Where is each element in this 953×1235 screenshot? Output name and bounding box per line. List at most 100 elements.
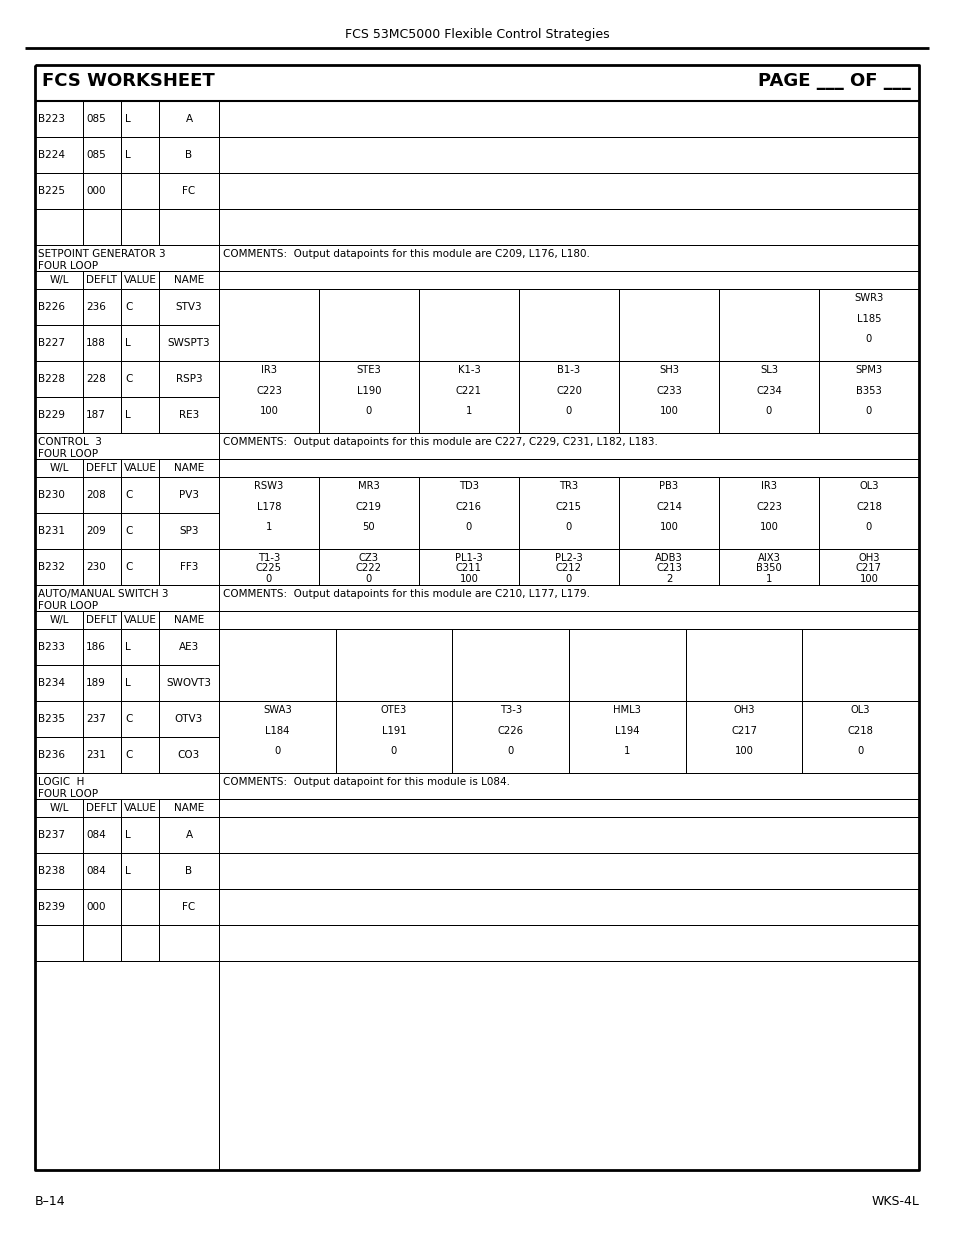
Text: FOUR LOOP: FOUR LOOP: [38, 601, 98, 611]
Text: B223: B223: [38, 114, 65, 124]
Text: FOUR LOOP: FOUR LOOP: [38, 789, 98, 799]
Text: 000: 000: [86, 902, 106, 911]
Text: 50: 50: [362, 522, 375, 532]
Text: DEFLT: DEFLT: [87, 275, 117, 285]
Text: 236: 236: [86, 303, 106, 312]
Text: NAME: NAME: [173, 803, 204, 813]
Text: B350: B350: [756, 563, 781, 573]
Text: C218: C218: [855, 501, 881, 511]
Text: CO3: CO3: [177, 750, 200, 760]
Text: L: L: [125, 338, 131, 348]
Text: L: L: [125, 114, 131, 124]
Text: 1: 1: [465, 406, 472, 416]
Text: B: B: [185, 866, 193, 876]
Text: L191: L191: [381, 726, 406, 736]
Text: B237: B237: [38, 830, 65, 840]
Text: NAME: NAME: [173, 275, 204, 285]
Text: 100: 100: [734, 746, 753, 756]
Text: SWR3: SWR3: [854, 293, 882, 303]
Text: A: A: [185, 830, 193, 840]
Text: B231: B231: [38, 526, 65, 536]
Text: 000: 000: [86, 186, 106, 196]
Text: K1-3: K1-3: [457, 366, 480, 375]
Text: RSP3: RSP3: [175, 374, 202, 384]
Text: LOGIC  H: LOGIC H: [38, 777, 84, 787]
Text: C217: C217: [855, 563, 882, 573]
Text: STV3: STV3: [175, 303, 202, 312]
Text: L: L: [125, 410, 131, 420]
Text: 0: 0: [465, 522, 472, 532]
Text: B236: B236: [38, 750, 65, 760]
Text: SPM3: SPM3: [855, 366, 882, 375]
Text: C: C: [125, 750, 132, 760]
Text: B353: B353: [855, 385, 881, 395]
Text: L190: L190: [356, 385, 381, 395]
Text: OTV3: OTV3: [174, 714, 203, 724]
Text: B230: B230: [38, 490, 65, 500]
Text: L: L: [125, 678, 131, 688]
Text: DEFLT: DEFLT: [87, 803, 117, 813]
Text: W/L: W/L: [50, 803, 69, 813]
Text: 100: 100: [459, 573, 478, 584]
Text: B235: B235: [38, 714, 65, 724]
Text: B233: B233: [38, 642, 65, 652]
Text: C217: C217: [730, 726, 757, 736]
Text: T3-3: T3-3: [499, 705, 521, 715]
Text: C225: C225: [255, 563, 282, 573]
Text: VALUE: VALUE: [124, 803, 156, 813]
Text: L194: L194: [615, 726, 639, 736]
Text: C215: C215: [556, 501, 581, 511]
Text: 1: 1: [623, 746, 630, 756]
Text: B229: B229: [38, 410, 65, 420]
Text: PL1-3: PL1-3: [455, 553, 482, 563]
Text: COMMENTS:  Output datapoints for this module are C210, L177, L179.: COMMENTS: Output datapoints for this mod…: [223, 589, 589, 599]
Text: B224: B224: [38, 149, 65, 161]
Text: AE3: AE3: [178, 642, 199, 652]
Text: NAME: NAME: [173, 615, 204, 625]
Text: L184: L184: [265, 726, 289, 736]
Text: C: C: [125, 562, 132, 572]
Text: 0: 0: [857, 746, 862, 756]
Text: SWSPT3: SWSPT3: [168, 338, 210, 348]
Text: 100: 100: [259, 406, 278, 416]
Text: OL3: OL3: [859, 480, 878, 492]
Text: AIX3: AIX3: [757, 553, 780, 563]
Text: FC: FC: [182, 902, 195, 911]
Text: C: C: [125, 526, 132, 536]
Text: 186: 186: [86, 642, 106, 652]
Text: 230: 230: [86, 562, 106, 572]
Text: FC: FC: [182, 186, 195, 196]
Text: 0: 0: [565, 406, 572, 416]
Text: 209: 209: [86, 526, 106, 536]
Text: L: L: [125, 149, 131, 161]
Text: B232: B232: [38, 562, 65, 572]
Text: SWOVT3: SWOVT3: [167, 678, 212, 688]
Text: B226: B226: [38, 303, 65, 312]
Text: L: L: [125, 866, 131, 876]
Text: L: L: [125, 830, 131, 840]
Text: B239: B239: [38, 902, 65, 911]
Text: B225: B225: [38, 186, 65, 196]
Text: 100: 100: [659, 522, 678, 532]
Text: L: L: [125, 642, 131, 652]
Text: PAGE ___ OF ___: PAGE ___ OF ___: [758, 72, 910, 90]
Text: 0: 0: [765, 406, 771, 416]
Text: B227: B227: [38, 338, 65, 348]
Text: 084: 084: [86, 830, 106, 840]
Text: A: A: [185, 114, 193, 124]
Text: WKS-4L: WKS-4L: [870, 1195, 918, 1208]
Text: 0: 0: [865, 406, 871, 416]
Text: C226: C226: [497, 726, 523, 736]
Text: OL3: OL3: [850, 705, 869, 715]
Text: C213: C213: [656, 563, 681, 573]
Text: FOUR LOOP: FOUR LOOP: [38, 450, 98, 459]
Text: SWA3: SWA3: [263, 705, 292, 715]
Text: 0: 0: [366, 573, 372, 584]
Text: L185: L185: [856, 314, 881, 324]
Text: L178: L178: [256, 501, 281, 511]
Text: FCS 53MC5000 Flexible Control Strategies: FCS 53MC5000 Flexible Control Strategies: [344, 28, 609, 41]
Text: 100: 100: [859, 573, 878, 584]
Text: RE3: RE3: [178, 410, 199, 420]
Text: B238: B238: [38, 866, 65, 876]
Text: OH3: OH3: [733, 705, 754, 715]
